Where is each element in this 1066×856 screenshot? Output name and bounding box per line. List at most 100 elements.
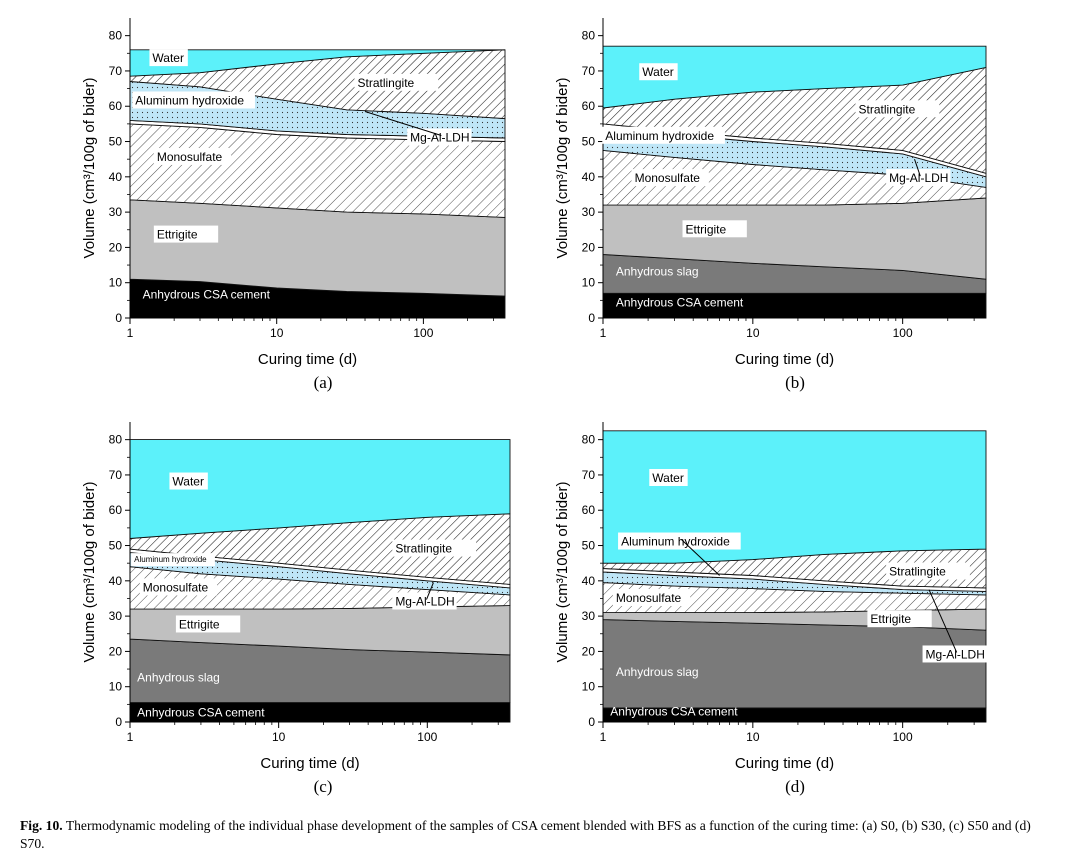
phase-label: Anhydrous slag [616,265,699,279]
x-tick-label: 100 [417,730,437,744]
label-box [867,610,932,628]
phase-label: Aluminum hydroxide [134,555,207,564]
label-box [602,126,725,144]
x-axis-label: Curing time (d) [260,755,359,772]
label-box [682,220,747,238]
y-tick-label: 40 [582,574,596,588]
y-tick-label: 30 [109,609,123,623]
phase-label: Water [642,65,674,79]
y-tick-label: 50 [582,135,596,149]
y-axis-label: Volume (cm³/100g of bider) [81,78,98,259]
phase-label: Monosulfate [616,591,682,605]
y-tick-label: 40 [109,574,123,588]
phase-label: Ettrigite [179,617,220,631]
label-box [922,645,987,663]
phase-label: Anhydrous CSA cement [137,706,265,720]
y-tick-label: 0 [115,311,122,325]
phase-label: Mg-Al-LDH [410,131,469,145]
label-box [618,532,741,550]
label-box [169,472,208,490]
y-tick-label: 20 [582,644,596,658]
x-tick-label: 100 [893,730,913,744]
x-tick-label: 100 [413,326,433,340]
label-box [153,225,219,243]
phase-label: Monosulfate [157,150,223,164]
phase-label: Aluminum hydroxide [135,93,244,107]
label-box [855,100,940,118]
y-tick-label: 70 [109,64,123,78]
y-tick-label: 80 [582,433,596,447]
caption-text: Thermodynamic modeling of the individual… [20,818,1031,851]
label-box [132,91,255,109]
phase-label: Monosulfate [635,171,701,185]
layer-water [602,45,987,109]
y-tick-label: 70 [582,468,596,482]
x-axis-label: Curing time (d) [735,755,834,772]
phase-label: Stratlingite [889,565,946,579]
y-axis-label: Volume (cm³/100g of bider) [554,482,571,663]
y-tick-label: 50 [109,539,123,553]
label-box [131,553,215,567]
phase-label: Anhydrous CSA cement [143,288,271,302]
phase-label: Mg-Al-LDH [889,171,948,185]
y-tick-label: 70 [109,468,123,482]
panel-label: (b) [785,373,805,392]
label-box [354,73,439,91]
x-tick-label: 1 [600,326,607,340]
phase-label: Water [172,475,204,489]
y-axis-label: Volume (cm³/100g of bider) [81,482,98,663]
phase-label: Stratlingite [358,76,415,90]
layer-water [129,49,506,77]
label-box [149,49,188,67]
panel-1: 0 10 20 30 40 50 60 70 80 1 10 100 Curing time (d) Vo… [554,18,987,392]
y-tick-label: 80 [109,29,123,43]
y-tick-label: 40 [582,170,596,184]
x-tick-label: 1 [127,730,134,744]
y-tick-label: 10 [582,680,596,694]
y-tick-label: 0 [115,715,122,729]
layer-anhydrous-slag [602,619,987,709]
label-box [153,147,232,165]
phase-label: Ettrigite [686,222,727,236]
y-tick-label: 20 [109,644,123,658]
phase-label: Water [652,471,684,485]
annotation-arrow [364,111,442,137]
label-box [139,578,218,596]
y-tick-label: 60 [582,99,596,113]
panel-0: 0 10 20 30 40 50 60 70 80 1 10 100 Curing time (d) Vo… [81,18,506,392]
panel-2: 0 10 20 30 40 50 60 70 80 1 10 100 Curing time (d) Vo… [81,422,511,796]
phase-label: Aluminum hydroxide [605,129,714,143]
x-tick-label: 10 [270,326,284,340]
y-tick-label: 30 [582,609,596,623]
y-tick-label: 70 [582,64,596,78]
y-tick-label: 60 [109,503,123,517]
label-box [612,589,691,606]
annotation-arrow [681,539,720,576]
caption-lead: Fig. 10. [20,818,63,833]
x-tick-label: 10 [746,326,760,340]
layer-water [602,430,987,564]
label-box [639,63,678,81]
annotation-arrow [426,582,434,600]
label-box [631,169,709,187]
y-tick-label: 80 [109,433,123,447]
x-axis-label: Curing time (d) [258,351,357,368]
y-tick-label: 20 [582,240,596,254]
figure-caption: Fig. 10. Thermodynamic modeling of the i… [20,817,1050,853]
y-axis-label: Volume (cm³/100g of bider) [554,78,571,259]
phase-label: Stratlingite [859,102,916,116]
phase-label: Mg-Al-LDH [395,595,454,609]
label-box [175,615,241,633]
x-tick-label: 10 [746,730,760,744]
panel-label: (d) [785,777,805,796]
y-tick-label: 60 [109,99,123,113]
x-tick-label: 100 [893,326,913,340]
y-tick-label: 50 [109,135,123,149]
phase-label: Anhydrous CSA cement [610,705,738,719]
phase-label: Aluminum hydroxide [621,535,730,549]
y-tick-label: 30 [109,205,123,219]
y-tick-label: 10 [109,276,123,290]
y-tick-label: 0 [588,715,595,729]
panel-3: 0 10 20 30 40 50 60 70 80 1 10 100 Curing time (d) Vo… [554,422,987,796]
phase-label: Ettrigite [157,228,198,242]
